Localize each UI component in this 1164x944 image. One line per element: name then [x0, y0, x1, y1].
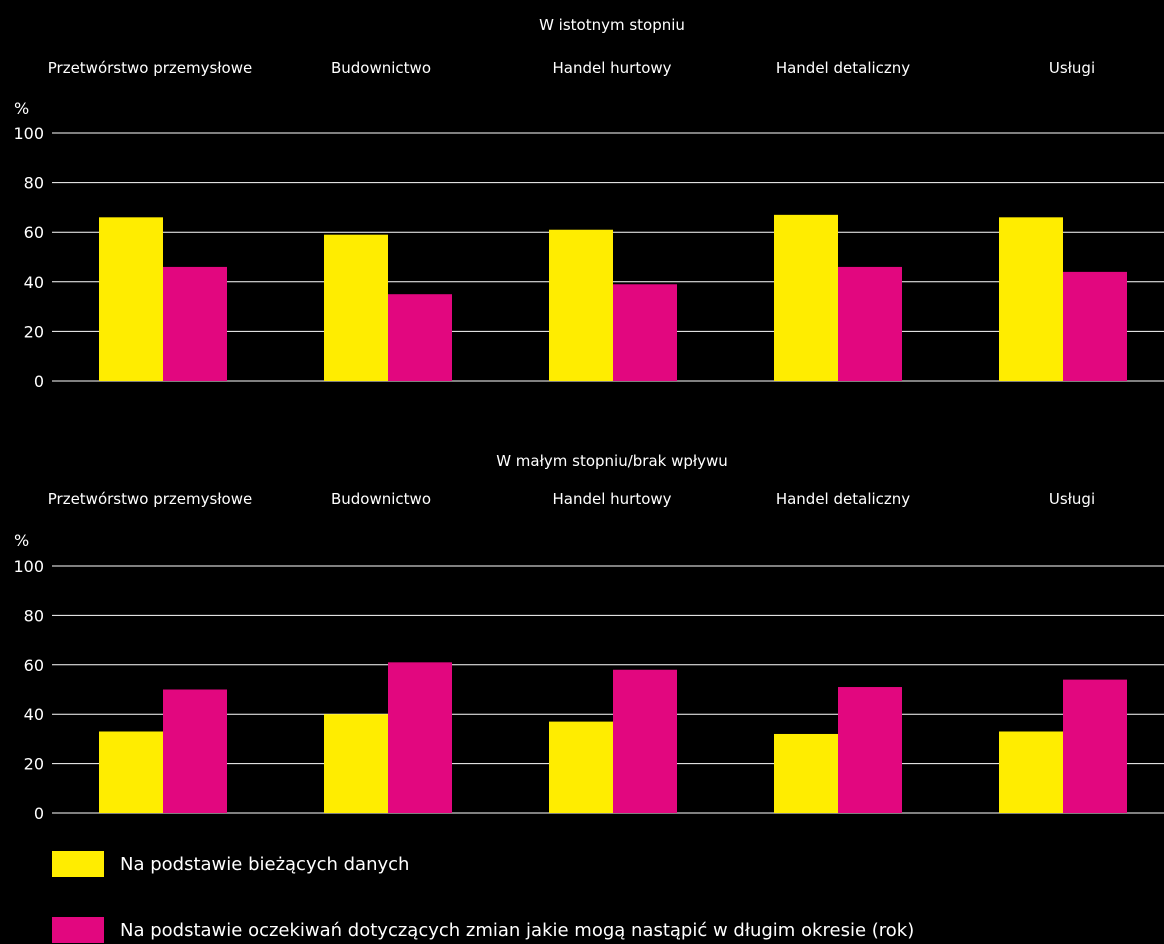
panel-2-y-tick-label-80: 80	[24, 606, 44, 625]
panel-1-title: W istotnym stopniu	[539, 16, 685, 34]
panel-1-bar-przetworstwo-przemyslowe-expectations	[163, 266, 227, 381]
panel-1-bar-przetworstwo-przemyslowe-current-data	[99, 217, 163, 381]
panel-1-bar-budownictwo-expectations	[388, 294, 452, 381]
panel-2-category-label-handel-detaliczny: Handel detaliczny	[776, 490, 910, 508]
legend-swatch-current-data	[52, 851, 104, 877]
panel-2-y-tick-label-20: 20	[24, 755, 44, 774]
legend-item-current-data: Na podstawie bieżących danych	[52, 850, 409, 878]
panel-1-bar-handel-hurtowy-expectations	[613, 284, 677, 381]
panel-2-category-label-handel-hurtowy: Handel hurtowy	[552, 490, 671, 508]
panel-2-bar-handel-detaliczny-current-data	[774, 733, 838, 813]
panel-1-y-tick-label-100: 100	[13, 124, 44, 143]
panel-2-y-unit-label: %	[14, 531, 29, 550]
panel-2-title: W małym stopniu/brak wpływu	[496, 452, 728, 470]
panel-1-category-label-handel-hurtowy: Handel hurtowy	[552, 59, 671, 77]
panel-2-category-label-budownictwo: Budownictwo	[331, 490, 431, 508]
legend-swatch-expectations	[52, 917, 104, 943]
panel-2-y-tick-label-100: 100	[13, 557, 44, 576]
panel-1-bar-handel-detaliczny-current-data	[774, 214, 838, 381]
panel-1-bar-handel-detaliczny-expectations	[838, 266, 902, 381]
panel-1-bar-handel-hurtowy-current-data	[549, 229, 613, 381]
panel-1-y-tick-label-20: 20	[24, 322, 44, 341]
panel-2-category-label-przetworstwo-przemyslowe: Przetwórstwo przemysłowe	[48, 490, 253, 508]
panel-1-category-label-handel-detaliczny: Handel detaliczny	[776, 59, 910, 77]
panel-2-bar-przetworstwo-przemyslowe-current-data	[99, 731, 163, 813]
panel-2-y-tick-label-0: 0	[34, 804, 44, 823]
panel-2-y-tick-label-40: 40	[24, 705, 44, 724]
panel-2-bar-budownictwo-current-data	[324, 714, 388, 813]
panel-1-category-label-przetworstwo-przemyslowe: Przetwórstwo przemysłowe	[48, 59, 253, 77]
panel-1-y-tick-label-60: 60	[24, 223, 44, 242]
panel-1-bar-budownictwo-current-data	[324, 234, 388, 381]
panel-2-y-tick-label-60: 60	[24, 656, 44, 675]
panel-1-category-label-budownictwo: Budownictwo	[331, 59, 431, 77]
panel-2-bar-budownictwo-expectations	[388, 662, 452, 813]
panel-1-category-label-uslugi: Usługi	[1049, 59, 1095, 77]
panel-2-bar-handel-detaliczny-expectations	[838, 687, 902, 813]
legend-item-expectations: Na podstawie oczekiwań dotyczących zmian…	[52, 916, 914, 944]
panel-2-bar-uslugi-expectations	[1063, 679, 1127, 813]
panel-1-bar-uslugi-expectations	[1063, 271, 1127, 381]
panel-1-bar-uslugi-current-data	[999, 217, 1063, 381]
panel-1-y-tick-label-80: 80	[24, 174, 44, 193]
panel-2-bar-przetworstwo-przemyslowe-expectations	[163, 689, 227, 813]
panel-1-y-tick-label-0: 0	[34, 372, 44, 391]
legend-label-expectations: Na podstawie oczekiwań dotyczących zmian…	[120, 919, 915, 941]
panel-1-y-unit-label: %	[14, 99, 29, 118]
panel-1-y-tick-label-40: 40	[24, 273, 44, 292]
panel-2-bar-handel-hurtowy-current-data	[549, 721, 613, 813]
panel-2-bar-handel-hurtowy-expectations	[613, 669, 677, 813]
panel-2-bar-uslugi-current-data	[999, 731, 1063, 813]
panel-2-category-label-uslugi: Usługi	[1049, 490, 1095, 508]
legend-label-current-data: Na podstawie bieżących danych	[120, 853, 410, 875]
